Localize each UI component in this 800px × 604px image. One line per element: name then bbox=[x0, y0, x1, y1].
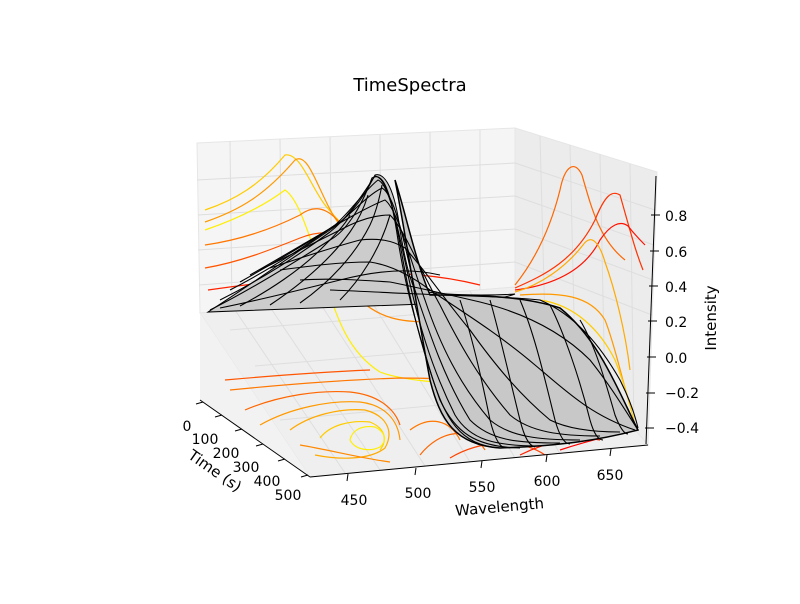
wire-line-10 bbox=[219, 270, 441, 309]
contour-right-1 bbox=[514, 165, 626, 286]
tick-mark-13 bbox=[214, 414, 223, 418]
tick-mark-14 bbox=[234, 428, 243, 432]
contour-right-3 bbox=[514, 222, 646, 291]
wire-line-7 bbox=[279, 261, 636, 431]
y-tick-label: 300 bbox=[233, 460, 260, 476]
y-ticks bbox=[195, 401, 309, 478]
tick-mark-16 bbox=[277, 458, 286, 462]
wire-line-15 bbox=[459, 299, 506, 449]
contour-back-5 bbox=[204, 208, 346, 246]
contour-floor-5 bbox=[289, 409, 390, 459]
y-tick-label: 200 bbox=[213, 446, 240, 462]
contour-floor-7 bbox=[349, 425, 386, 451]
tick-mark-7 bbox=[346, 473, 349, 482]
z-axis-label: Intensity bbox=[702, 285, 720, 350]
z-tick-label: 0.4 bbox=[665, 280, 687, 296]
z-tick-label: −0.2 bbox=[665, 386, 699, 402]
grid-line-6 bbox=[196, 162, 516, 181]
contour-floor-8 bbox=[299, 444, 391, 463]
x-axis: 450 500 550 600 650 Wavelength bbox=[309, 444, 649, 520]
z-tick-label: 0.8 bbox=[665, 209, 687, 225]
wire-line-4 bbox=[249, 199, 581, 441]
contour-right-4 bbox=[514, 239, 631, 371]
grid-line-16 bbox=[599, 153, 606, 395]
tick-mark-17 bbox=[300, 474, 309, 478]
z-tick-label: 0.2 bbox=[665, 315, 687, 331]
x-tick-label: 650 bbox=[597, 468, 624, 484]
contours-right-wall bbox=[514, 165, 646, 426]
wire-line-17 bbox=[519, 299, 571, 445]
contour-right-5 bbox=[519, 293, 631, 406]
grid-line-20 bbox=[319, 302, 426, 467]
contour-floor-2 bbox=[224, 369, 371, 381]
x-axis-label: Wavelength bbox=[454, 494, 544, 520]
y-tick-label: 100 bbox=[192, 432, 219, 448]
contour-floor-3 bbox=[244, 391, 401, 426]
z-ticks bbox=[645, 214, 660, 429]
wire-line-12 bbox=[269, 194, 369, 306]
grid-line-4 bbox=[429, 131, 432, 295]
y-tick-label: 400 bbox=[254, 474, 281, 490]
y-tick-label: 500 bbox=[275, 488, 302, 504]
grid-line-0 bbox=[229, 140, 233, 311]
x-ticks bbox=[346, 448, 612, 482]
wire-line-18 bbox=[549, 304, 604, 441]
contour-floor-4 bbox=[259, 401, 401, 441]
tick-mark-8 bbox=[414, 467, 417, 476]
grid-line-19 bbox=[269, 306, 381, 471]
grid-line-14 bbox=[539, 135, 546, 324]
grid-line-17 bbox=[629, 163, 635, 429]
wire-line-11 bbox=[239, 214, 351, 307]
x-tick-label: 450 bbox=[341, 493, 368, 509]
wire-line-6 bbox=[269, 238, 621, 433]
grid-line-18 bbox=[234, 309, 346, 474]
wire-line-19 bbox=[579, 319, 629, 435]
wire-line-13 bbox=[299, 184, 383, 304]
pane-left-floor bbox=[200, 313, 310, 477]
y-axis-line bbox=[199, 399, 311, 478]
tick-mark-9 bbox=[480, 460, 483, 469]
x-tick-label: 500 bbox=[405, 486, 432, 502]
z-axis: −0.4 −0.2 0.0 0.2 0.4 0.6 0.8 Intensity bbox=[645, 175, 720, 445]
grid-line-12 bbox=[514, 228, 654, 281]
wire-line-14 bbox=[339, 214, 391, 301]
x-tick-label: 600 bbox=[534, 474, 561, 490]
z-axis-line bbox=[645, 175, 657, 445]
tick-mark-15 bbox=[255, 443, 264, 447]
wire-line-16 bbox=[489, 299, 536, 448]
contour-right-6 bbox=[539, 299, 636, 426]
contour-right-2 bbox=[514, 192, 644, 289]
wire-line-9 bbox=[329, 289, 639, 429]
chart-title: TimeSpectra bbox=[352, 75, 466, 96]
surface-wireframe bbox=[209, 175, 639, 449]
y-tick-label: 0 bbox=[183, 419, 192, 435]
x-tick-label: 550 bbox=[469, 480, 496, 496]
tick-mark-11 bbox=[609, 448, 612, 457]
x-axis-line bbox=[309, 444, 649, 478]
z-tick-label: 0.6 bbox=[665, 245, 687, 261]
z-tick-label: −0.4 bbox=[665, 421, 699, 437]
tick-mark-12 bbox=[195, 401, 204, 405]
wire-line-2 bbox=[229, 179, 541, 447]
z-tick-label: 0.0 bbox=[665, 351, 687, 367]
grid-line-13 bbox=[514, 261, 653, 316]
tick-mark-10 bbox=[545, 454, 548, 463]
contour-floor-9 bbox=[409, 420, 461, 441]
